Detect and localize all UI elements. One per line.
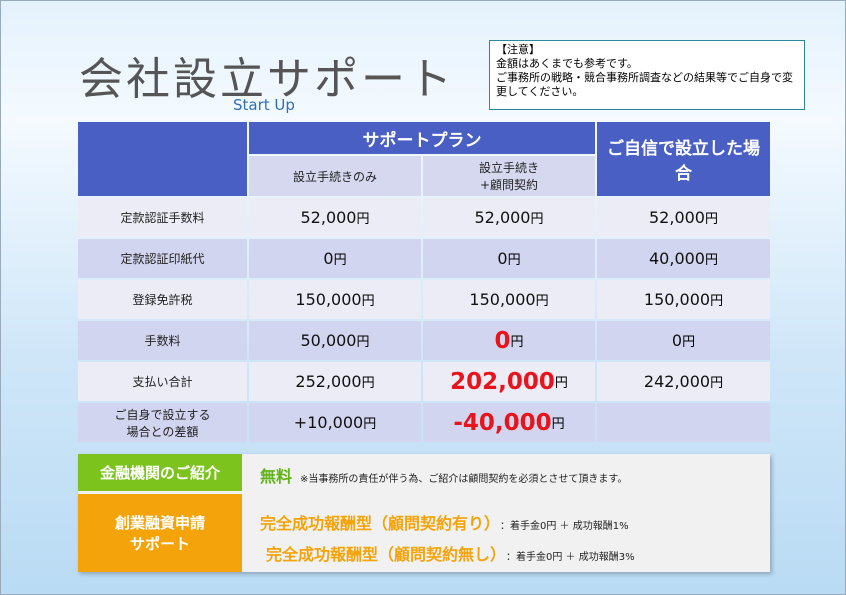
plan-group-header: サポートプラン bbox=[249, 122, 595, 154]
value-cell: 52,000 円 bbox=[597, 198, 770, 237]
amount: 150,000 bbox=[469, 290, 536, 309]
value-cell: -40,000 円 bbox=[423, 403, 595, 442]
notice-line: 金額はあくまでも参考です。 bbox=[496, 57, 638, 70]
unit: 円 bbox=[710, 376, 724, 391]
value-cell: 50,000 円 bbox=[249, 321, 421, 360]
amount: 40,000 bbox=[649, 249, 705, 268]
unit: 円 bbox=[507, 253, 521, 268]
unit: 円 bbox=[682, 335, 696, 350]
amount: 0 bbox=[671, 331, 683, 350]
value-cell: 40,000 円 bbox=[597, 239, 770, 278]
amount: 202,000 bbox=[450, 368, 555, 395]
unit: 円 bbox=[704, 253, 718, 268]
row-label: 手数料 bbox=[78, 321, 247, 360]
value-cell: 150,000 円 bbox=[597, 280, 770, 319]
header-blank bbox=[78, 122, 247, 196]
subtitle: Start Up bbox=[233, 96, 295, 114]
service-line: 完全成功報酬型（顧問契約無し） ：着手金0円 ＋ 成功報酬3% bbox=[266, 541, 766, 565]
amount: 0 bbox=[494, 327, 511, 354]
unit: 円 bbox=[530, 212, 544, 227]
value-cell: 150,000 円 bbox=[249, 280, 421, 319]
unit: 円 bbox=[704, 212, 718, 227]
row-label: 支払い合計 bbox=[78, 362, 247, 401]
value-cell: 52,000 円 bbox=[249, 198, 421, 237]
unit: 円 bbox=[710, 294, 724, 309]
amount: 52,000 bbox=[300, 208, 357, 227]
unit: 円 bbox=[535, 294, 549, 309]
plan-header: 設立手続きのみ bbox=[249, 156, 421, 196]
amount: 0 bbox=[323, 249, 334, 268]
row-label: 定款認証印紙代 bbox=[78, 239, 247, 278]
unit: 円 bbox=[510, 335, 524, 350]
value-cell bbox=[597, 403, 770, 442]
unit: 円 bbox=[554, 376, 568, 391]
value-cell: +10,000 円 bbox=[249, 403, 421, 442]
unit: 円 bbox=[551, 417, 565, 432]
amount: 52,000 bbox=[474, 208, 531, 227]
notice-heading: 【注意】 bbox=[496, 43, 540, 56]
amount: 50,000 bbox=[300, 331, 357, 350]
service-note: ：着手金0円 ＋ 成功報酬3% bbox=[506, 552, 635, 563]
unit: 円 bbox=[361, 294, 375, 309]
unit: 円 bbox=[333, 253, 347, 268]
plan-header: 設立手続き +顧問契約 bbox=[423, 156, 595, 196]
service-line: 完全成功報酬型（顧問契約有り） ：着手金0円 ＋ 成功報酬1% bbox=[260, 510, 760, 534]
row-label: 定款認証手数料 bbox=[78, 198, 247, 237]
unit: 円 bbox=[356, 212, 370, 227]
service-main: 無料 bbox=[260, 467, 293, 486]
title: 会社設立サポート bbox=[79, 54, 455, 105]
row-label: ご自身で設立する 場合との差額 bbox=[78, 403, 247, 442]
value-cell: 52,000 円 bbox=[423, 198, 595, 237]
self-header: ご自信で設立した場合 bbox=[597, 122, 770, 196]
service-main: 完全成功報酬型（顧問契約無し） bbox=[266, 545, 499, 564]
amount: 0 bbox=[497, 249, 508, 268]
value-cell: 252,000 円 bbox=[249, 362, 421, 401]
service-label: 金融機関のご紹介 bbox=[78, 454, 242, 491]
amount: -40,000 bbox=[453, 409, 552, 436]
row-label: 登録免許税 bbox=[78, 280, 247, 319]
amount: 150,000 bbox=[295, 290, 362, 309]
service-label: 創業融資申請 サポート bbox=[78, 494, 242, 572]
amount: 52,000 bbox=[649, 208, 705, 227]
value-cell: 150,000 円 bbox=[423, 280, 595, 319]
amount: 242,000 bbox=[643, 372, 711, 391]
service-note: ：着手金0円 ＋ 成功報酬1% bbox=[500, 521, 629, 532]
amount: 252,000 bbox=[295, 372, 362, 391]
unit: 円 bbox=[356, 335, 370, 350]
amount: +10,000 bbox=[293, 413, 364, 432]
value-cell: 242,000 円 bbox=[597, 362, 770, 401]
service-line: 無料 ※当事務所の責任が伴う為、ご紹介は顧問契約を必須とさせて頂きます。 bbox=[260, 463, 760, 487]
value-cell: 202,000 円 bbox=[423, 362, 595, 401]
unit: 円 bbox=[361, 376, 375, 391]
amount: 150,000 bbox=[643, 290, 711, 309]
service-main: 完全成功報酬型（顧問契約有り） bbox=[260, 514, 493, 533]
notice-line: ご事務所の戦略・競合事務所調査などの結果等でご自身で変更してください。 bbox=[496, 71, 793, 98]
service-note: ※当事務所の責任が伴う為、ご紹介は顧問契約を必須とさせて頂きます。 bbox=[300, 474, 628, 485]
unit: 円 bbox=[363, 417, 377, 432]
notice: 【注意】 金額はあくまでも参考です。 ご事務所の戦略・競合事務所調査などの結果等… bbox=[489, 40, 805, 110]
